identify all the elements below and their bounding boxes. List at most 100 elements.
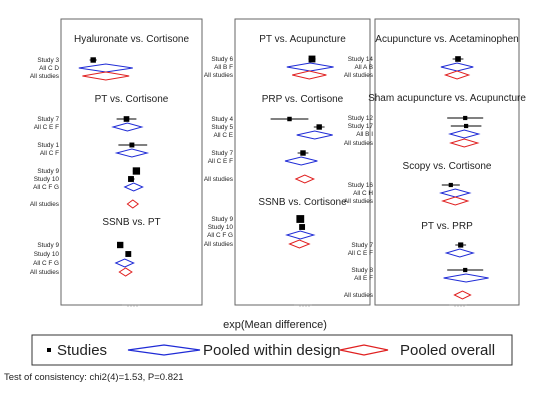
row-label: Study 10 xyxy=(208,224,234,231)
pooled-overall-diamond xyxy=(294,174,316,184)
pooled-within-diamond xyxy=(123,182,144,192)
row-label: All C F G xyxy=(207,232,233,239)
legend-pooled-overall-label: Pooled overall xyxy=(400,342,495,359)
consistency-test-footer: Test of consistency: chi2(4)=1.53, P=0.8… xyxy=(4,372,184,383)
row-label: All studies xyxy=(204,176,233,183)
row-label: All studies xyxy=(204,241,233,248)
row-label: All studies xyxy=(344,292,373,299)
legend-pooled-within-marker xyxy=(127,344,201,356)
study-square-marker xyxy=(463,115,468,121)
pooled-within-diamond xyxy=(440,62,474,72)
study-square-marker xyxy=(308,55,316,63)
row-label: All E F xyxy=(354,275,373,282)
pooled-overall-diamond xyxy=(449,138,480,148)
pooled-overall-diamond xyxy=(288,239,311,249)
block-title: Acupuncture vs. Acetaminophen xyxy=(375,34,518,45)
study-square-marker xyxy=(90,57,96,63)
pooled-within-diamond xyxy=(439,188,472,198)
pooled-overall-diamond xyxy=(292,70,327,80)
study-square-marker xyxy=(128,176,134,182)
row-label: All studies xyxy=(30,269,59,276)
study-square-marker xyxy=(299,224,306,230)
pooled-within-diamond xyxy=(114,258,135,268)
row-label: Study 14 xyxy=(348,56,374,63)
block-title: PT vs. PRP xyxy=(421,221,473,232)
pooled-within-diamond xyxy=(285,230,316,240)
row-label: Study 4 xyxy=(211,116,233,123)
pooled-overall-diamond xyxy=(453,290,472,300)
row-label: All C F G xyxy=(33,184,59,191)
row-label: All studies xyxy=(204,72,233,79)
study-square-marker xyxy=(455,56,461,62)
study-square-marker xyxy=(458,242,464,248)
row-label: Study 10 xyxy=(34,176,60,183)
pooled-within-diamond xyxy=(111,122,144,132)
study-square-marker xyxy=(463,267,468,273)
block-title: PT vs. Cortisone xyxy=(95,94,169,105)
pooled-overall-diamond xyxy=(118,267,133,277)
row-label: Study 9 xyxy=(211,216,233,223)
study-square-marker xyxy=(132,167,141,175)
pooled-overall-diamond xyxy=(443,70,471,80)
legend-pooled-within-label: Pooled within design xyxy=(203,342,341,359)
row-label: All A B xyxy=(355,64,373,71)
row-label: Study 3 xyxy=(37,57,59,64)
pooled-within-diamond xyxy=(296,130,333,140)
row-label: All studies xyxy=(344,140,373,147)
block-title: Scopy vs. Cortisone xyxy=(403,161,492,172)
legend-studies-marker xyxy=(47,348,51,352)
row-label: All studies xyxy=(344,198,373,205)
row-label: Study 5 xyxy=(211,124,233,131)
block-title: PRP vs. Cortisone xyxy=(262,94,344,105)
pooled-within-diamond xyxy=(448,129,481,139)
row-label: All B F xyxy=(214,64,233,71)
study-square-marker xyxy=(287,116,292,122)
panel-frame-2 xyxy=(234,18,371,306)
pooled-overall-diamond xyxy=(82,71,130,81)
study-square-marker xyxy=(316,124,322,130)
pooled-within-diamond xyxy=(114,148,150,158)
legend-pooled-overall-marker xyxy=(339,344,389,356)
block-title: SSNB vs. Cortisone xyxy=(258,197,347,208)
row-label: All studies xyxy=(30,73,59,80)
row-label: All C E F xyxy=(34,124,59,131)
study-square-marker xyxy=(123,116,130,122)
study-square-marker xyxy=(448,182,453,188)
row-label: All B I xyxy=(356,131,373,138)
pooled-within-diamond xyxy=(444,248,476,258)
block-title: SSNB vs. PT xyxy=(102,217,160,228)
study-square-marker xyxy=(300,150,306,156)
row-label: All C F G xyxy=(33,260,59,267)
row-label: Study 9 xyxy=(37,242,59,249)
study-square-marker xyxy=(117,241,124,249)
row-label: All studies xyxy=(30,201,59,208)
study-square-marker xyxy=(296,215,305,223)
study-square-marker xyxy=(129,142,135,148)
legend-box xyxy=(31,334,513,366)
block-title: PT vs. Acupuncture xyxy=(259,34,346,45)
panel-frame-3 xyxy=(374,18,520,306)
x-axis-label: exp(Mean difference) xyxy=(223,319,327,331)
row-label: Study 17 xyxy=(348,123,374,130)
row-label: All C F xyxy=(40,150,59,157)
pooled-within-diamond xyxy=(286,62,334,72)
block-title: Hyaluronate vs. Cortisone xyxy=(74,34,189,45)
row-label: All C H xyxy=(353,190,373,197)
row-label: All C D xyxy=(39,65,59,72)
row-label: Study 12 xyxy=(348,115,374,122)
row-label: All C E F xyxy=(208,158,233,165)
row-label: Study 7 xyxy=(351,242,373,249)
row-label: All C E xyxy=(213,132,233,139)
row-label: Study 7 xyxy=(37,116,59,123)
row-label: Study 8 xyxy=(351,267,373,274)
pooled-overall-diamond xyxy=(126,199,140,209)
row-label: All C E F xyxy=(348,250,373,257)
study-square-marker xyxy=(125,251,132,257)
pooled-within-diamond xyxy=(78,63,133,73)
row-label: Study 1 xyxy=(37,142,59,149)
legend: Studies Pooled within design Pooled over… xyxy=(31,334,513,366)
pooled-within-diamond xyxy=(284,156,318,166)
row-label: All studies xyxy=(344,72,373,79)
